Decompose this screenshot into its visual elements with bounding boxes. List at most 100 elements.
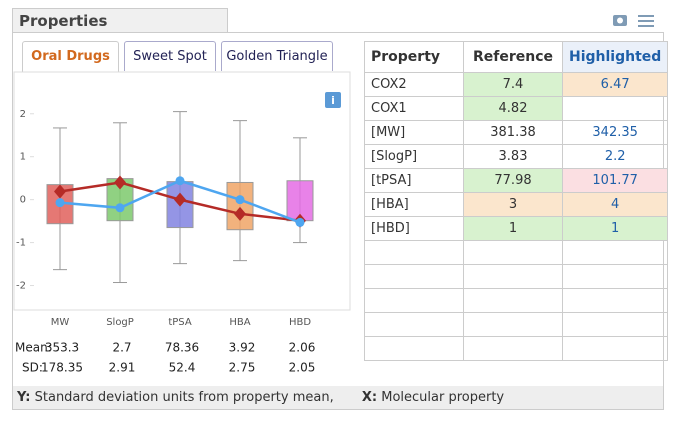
table-cell <box>463 336 563 361</box>
sd-label: SD: <box>22 361 43 375</box>
mean-value: 2.06 <box>289 341 316 355</box>
mean-value: 3.92 <box>229 341 256 355</box>
table-row: [HBA] 3 4 <box>364 192 669 217</box>
marker <box>114 175 126 190</box>
table-cell <box>463 312 563 337</box>
table-cell: 3.83 <box>463 144 563 169</box>
toolbar-icons <box>613 15 654 27</box>
table-cell <box>463 264 563 289</box>
y-tick-label: -2 <box>16 281 26 292</box>
y-tick-label: -1 <box>16 238 26 249</box>
table-cell: [SlogP] <box>364 144 464 169</box>
x-tick-label: tPSA <box>168 317 191 328</box>
chart: i -2 -1 0 1 2 MW SlogP tPSA HBA HBD Mean: SD:353.3 1… <box>13 71 351 375</box>
tab[interactable]: Oral Drugs <box>22 41 119 72</box>
x-tick-label: HBD <box>289 317 311 328</box>
table-cell: [HBA] <box>364 192 464 217</box>
marker <box>295 217 305 227</box>
table-row <box>364 312 669 337</box>
marker <box>174 192 186 207</box>
mean-value: 353.3 <box>45 341 79 355</box>
y-key: Y: <box>17 390 31 405</box>
table-cell <box>561 312 669 337</box>
y-tick-label: 0 <box>20 195 26 206</box>
table-row: [MW] 381.38 342.35 <box>364 120 669 145</box>
table-row: [tPSA] 77.98 101.77 <box>364 168 669 193</box>
table-cell: [HBD] <box>364 216 464 241</box>
table-cell: 3 <box>463 192 563 217</box>
x-tick-label: HBA <box>229 317 250 328</box>
y-text: Standard deviation units from property m… <box>34 390 334 405</box>
marker <box>235 195 245 205</box>
table-cell: 1 <box>561 216 669 241</box>
table-cell: 77.98 <box>463 168 563 193</box>
table-cell <box>561 96 669 121</box>
table-cell: 101.77 <box>561 168 669 193</box>
table-header-row: Property Reference Highlighted <box>364 41 669 73</box>
header-cell: Highlighted <box>561 41 669 73</box>
x-tick-label: SlogP <box>106 317 134 328</box>
table-cell: COX1 <box>364 96 464 121</box>
table-cell: 6.47 <box>561 72 669 97</box>
table-row: COX2 7.4 6.47 <box>364 72 669 97</box>
table-cell <box>463 240 563 265</box>
sd-value: 178.35 <box>41 361 83 375</box>
table-cell <box>561 336 669 361</box>
y-tick-label: 1 <box>20 152 26 163</box>
x-key: X: <box>361 390 378 405</box>
table-cell: 4 <box>561 192 669 217</box>
info-icon[interactable] <box>325 92 341 108</box>
table-cell <box>364 264 464 289</box>
table-cell <box>463 288 563 313</box>
table-cell: [MW] <box>364 120 464 145</box>
table-row <box>364 288 669 313</box>
table-cell: 381.38 <box>463 120 563 145</box>
tab[interactable]: Sweet Spot <box>124 41 216 71</box>
table-row <box>364 264 669 289</box>
header-cell: Property <box>364 41 464 73</box>
marker <box>54 184 66 199</box>
marker <box>115 203 125 213</box>
mean-value: 78.36 <box>165 341 199 355</box>
table-cell <box>561 264 669 289</box>
sd-value: 2.91 <box>109 361 136 375</box>
sd-value: 52.4 <box>169 361 196 375</box>
table-cell <box>364 336 464 361</box>
table-cell: 1 <box>463 216 563 241</box>
sd-value: 2.75 <box>229 361 256 375</box>
box <box>226 181 254 231</box>
info-glyph: i <box>331 94 335 107</box>
marker <box>55 198 65 208</box>
footer: Y: Standard deviation units from propert… <box>13 386 663 409</box>
table-cell: COX2 <box>364 72 464 97</box>
table-row: [SlogP] 3.83 2.2 <box>364 144 669 169</box>
header-cell: Reference <box>463 41 563 73</box>
sd-value: 2.05 <box>289 361 316 375</box>
table-row <box>364 336 669 361</box>
table-cell <box>364 288 464 313</box>
tab[interactable]: Golden Triangle <box>221 41 333 71</box>
table-cell <box>561 288 669 313</box>
table-cell: 7.4 <box>463 72 563 97</box>
panel-title: Properties <box>12 8 228 32</box>
marker <box>234 206 246 221</box>
table-cell <box>364 312 464 337</box>
table-cell: 2.2 <box>561 144 669 169</box>
table-cell: [tPSA] <box>364 168 464 193</box>
property-table: Property Reference Highlighted COX2 7.4 6.47 C… <box>364 41 669 361</box>
marker <box>175 176 185 186</box>
table-row: [HBD] 1 1 <box>364 216 669 241</box>
table-cell <box>561 240 669 265</box>
table-cell <box>364 240 464 265</box>
chart-frame <box>13 71 351 311</box>
table-cell: 4.82 <box>463 96 563 121</box>
x-tick-label: MW <box>51 317 70 328</box>
table-row: COX1 4.82 <box>364 96 669 121</box>
table-cell: 342.35 <box>561 120 669 145</box>
mean-value: 2.7 <box>112 341 131 355</box>
mean-label: Mean: <box>15 341 52 355</box>
menu-icon[interactable] <box>638 15 654 17</box>
y-tick-label: 2 <box>20 109 26 120</box>
table-row <box>364 240 669 265</box>
